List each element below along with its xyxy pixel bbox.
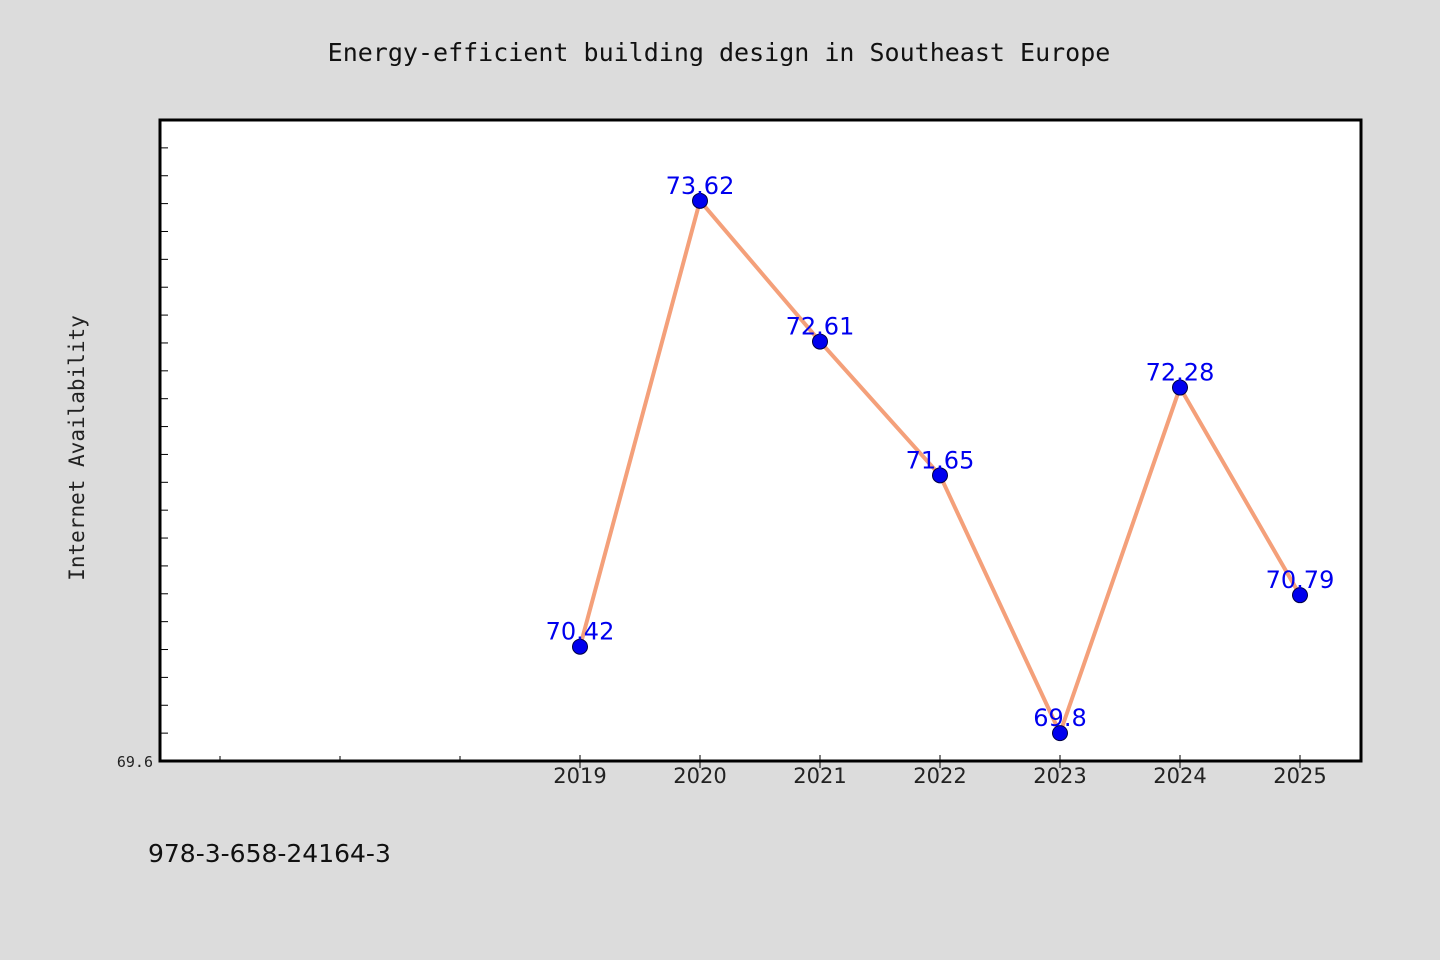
y-tick-label: 69.6 [117, 753, 153, 771]
series-group [572, 192, 1308, 742]
data-point [692, 192, 708, 209]
x-tick-label: 2019 [553, 764, 606, 788]
data-point [1292, 587, 1308, 604]
plot-frame [158, 118, 1363, 763]
x-tick-label: 2024 [1153, 764, 1206, 788]
data-label: 69.8 [1033, 704, 1086, 732]
x-tick-label: 2025 [1273, 764, 1326, 788]
x-tick-labels: 2019 2020 2021 2022 2023 2024 2025 [553, 764, 1326, 788]
data-label: 70.42 [546, 618, 615, 646]
data-label: 72.61 [786, 313, 855, 341]
data-label: 72.28 [1146, 359, 1215, 387]
chart-title: Energy-efficient building design in Sout… [328, 38, 1111, 67]
y-axis-label: Internet Availability [65, 315, 89, 581]
data-point [1052, 725, 1068, 742]
plot-area [160, 120, 1361, 761]
data-label: 70.79 [1266, 566, 1335, 594]
x-tick-label: 2023 [1033, 764, 1086, 788]
x-tick-label: 2022 [913, 764, 966, 788]
y-tick-labels: 69.6 [117, 753, 153, 771]
data-labels: 70.42 73.62 72.61 71.65 69.8 72.28 70.79 [546, 172, 1335, 732]
data-point [812, 333, 828, 350]
data-label: 73.62 [666, 172, 735, 200]
footer-isbn: 978-3-658-24164-3 [148, 839, 391, 868]
x-tick-label: 2021 [793, 764, 846, 788]
data-point [932, 467, 948, 484]
data-point [1172, 379, 1188, 396]
data-label: 71.65 [906, 446, 975, 474]
x-tick-label: 2020 [673, 764, 726, 788]
data-point [572, 638, 588, 655]
